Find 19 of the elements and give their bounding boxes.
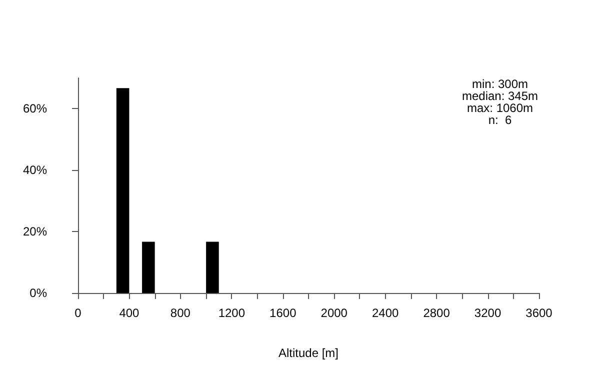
x-tick-label: 2800 [423, 306, 450, 320]
x-tick-label: 2000 [320, 306, 348, 320]
x-tick-label: 800 [170, 306, 191, 320]
y-tick-label: 60% [22, 102, 48, 116]
x-tick-label: 2400 [372, 306, 400, 320]
annotation: median: 345m [462, 89, 538, 103]
y-tick-label: 40% [22, 163, 48, 178]
x-tick-label: 1200 [218, 306, 246, 320]
x-tick-label: 400 [119, 306, 140, 320]
x-axis-title: Altitude [m] [278, 346, 339, 360]
x-tick-label: 3200 [474, 306, 502, 320]
x-tick-label: 1600 [270, 306, 297, 320]
x-tick-label: 3600 [526, 306, 553, 320]
y-tick-label: 0% [30, 286, 48, 300]
y-tick-label: 20% [22, 224, 48, 239]
annotation: n: 6 [488, 113, 512, 127]
annotation: min: 300m [472, 77, 528, 91]
x-tick-label: 0 [74, 306, 82, 320]
annotation: max: 1060m [466, 101, 534, 115]
